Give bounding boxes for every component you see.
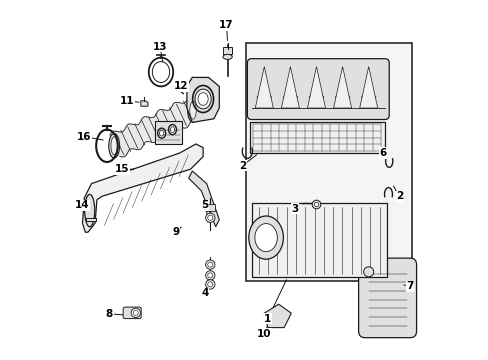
Polygon shape [82, 144, 203, 232]
Bar [155, 121, 182, 144]
Text: 5: 5 [201, 200, 208, 210]
FancyBboxPatch shape [358, 258, 416, 338]
Polygon shape [359, 67, 377, 108]
Polygon shape [110, 99, 197, 157]
Text: 4: 4 [201, 288, 208, 298]
Text: 3: 3 [291, 204, 298, 214]
Ellipse shape [198, 93, 208, 105]
Circle shape [205, 280, 215, 289]
Bar [205, 204, 215, 211]
Text: 13: 13 [152, 42, 167, 52]
Ellipse shape [159, 130, 163, 136]
Text: 2: 2 [239, 161, 246, 171]
FancyBboxPatch shape [123, 307, 141, 319]
Circle shape [207, 215, 212, 220]
Polygon shape [281, 67, 299, 108]
Bar [223, 47, 231, 54]
Circle shape [207, 262, 212, 267]
FancyBboxPatch shape [247, 59, 388, 120]
Text: 9: 9 [172, 227, 179, 237]
Ellipse shape [248, 216, 283, 259]
Circle shape [133, 310, 138, 315]
Ellipse shape [189, 101, 196, 119]
FancyArrowPatch shape [257, 93, 271, 97]
Text: 2: 2 [395, 191, 402, 201]
Circle shape [205, 271, 215, 280]
Text: 7: 7 [406, 281, 413, 291]
Ellipse shape [108, 134, 120, 158]
FancyArrowPatch shape [283, 93, 297, 97]
Bar [249, 122, 384, 153]
Bar [246, 43, 411, 281]
FancyArrowPatch shape [335, 93, 349, 97]
Text: 11: 11 [120, 96, 135, 106]
Text: 12: 12 [174, 81, 188, 91]
Ellipse shape [170, 127, 174, 132]
Circle shape [131, 308, 140, 318]
Polygon shape [264, 304, 291, 328]
Text: 10: 10 [257, 329, 271, 339]
Circle shape [314, 202, 318, 207]
Polygon shape [307, 67, 325, 108]
Circle shape [205, 213, 215, 222]
Polygon shape [188, 171, 219, 227]
Circle shape [205, 260, 215, 269]
Ellipse shape [168, 125, 176, 135]
Circle shape [311, 200, 320, 209]
Text: 8: 8 [106, 309, 113, 319]
Text: 6: 6 [379, 148, 386, 158]
Bar [251, 203, 386, 277]
Ellipse shape [254, 224, 277, 252]
Bar [86, 218, 96, 221]
Polygon shape [141, 101, 148, 106]
Ellipse shape [223, 54, 232, 59]
Circle shape [363, 267, 373, 277]
FancyArrowPatch shape [308, 93, 323, 97]
Polygon shape [255, 67, 273, 108]
Ellipse shape [111, 137, 117, 155]
Ellipse shape [187, 98, 198, 122]
Circle shape [207, 282, 212, 287]
Text: 15: 15 [115, 164, 129, 174]
Polygon shape [186, 77, 219, 122]
Text: 1: 1 [264, 314, 271, 324]
Text: 17: 17 [219, 20, 233, 30]
Polygon shape [333, 67, 351, 108]
Circle shape [207, 273, 212, 278]
Ellipse shape [84, 194, 95, 227]
Ellipse shape [195, 89, 211, 109]
FancyArrowPatch shape [361, 93, 375, 97]
Text: 14: 14 [75, 200, 90, 210]
Text: 16: 16 [77, 132, 91, 142]
Ellipse shape [158, 128, 165, 138]
